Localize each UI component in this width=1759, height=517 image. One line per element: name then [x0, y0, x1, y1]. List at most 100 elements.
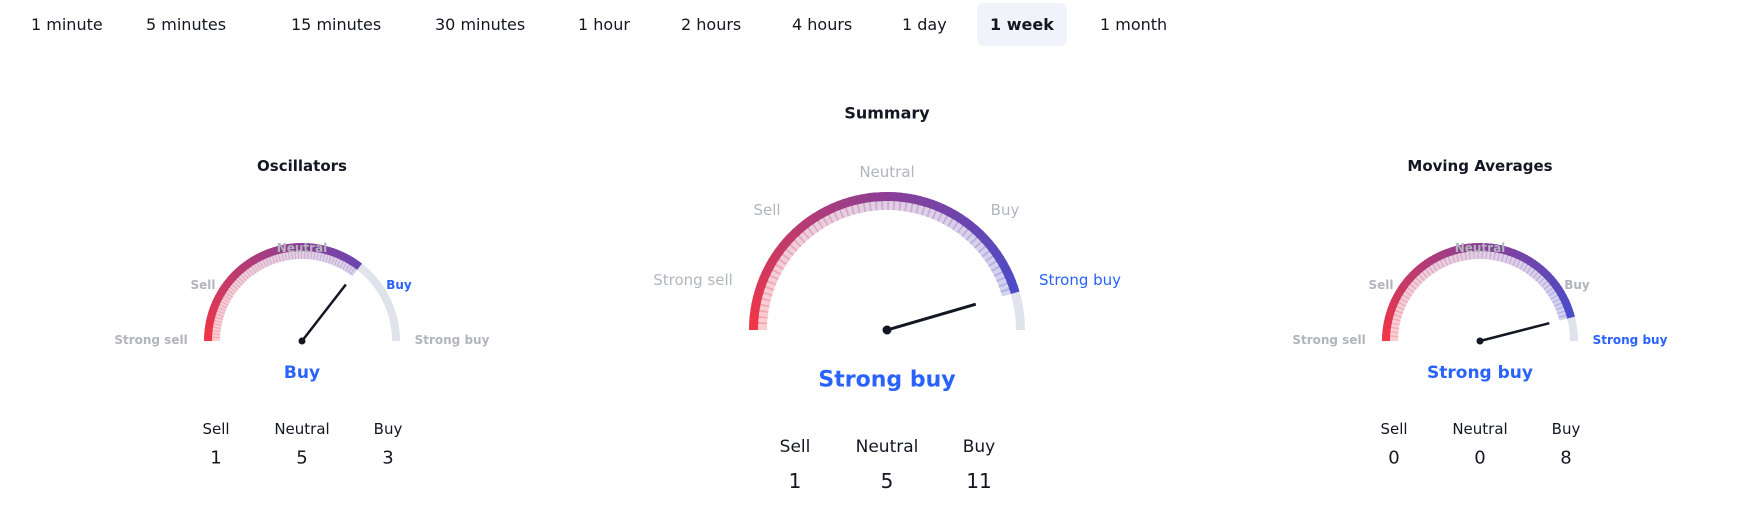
gauge-fill-segment: [1382, 325, 1392, 333]
count-label-buy: Buy: [373, 420, 403, 438]
gauge-inner-segment: [1407, 283, 1417, 293]
gauge-fill-segment: [774, 243, 787, 256]
gauge-inner-segment: [765, 280, 777, 291]
gauge-fill-segment: [1403, 275, 1414, 285]
gauge-title: Oscillators: [257, 157, 347, 175]
gauge-fill-segment: [340, 252, 348, 262]
scale-label-strong-buy: Strong buy: [1592, 333, 1668, 347]
gauge-fill-segment: [770, 248, 784, 261]
tab-1-hour[interactable]: 1 hour: [578, 15, 630, 34]
gauge-inner-segment: [1529, 269, 1539, 279]
gauge-fill-segment: [227, 273, 237, 283]
gauge-fill-segment: [209, 304, 219, 312]
tab-30-minutes[interactable]: 30 minutes: [435, 15, 526, 34]
gauge-result: Buy: [283, 363, 321, 383]
gauge-inner-segment: [817, 217, 829, 229]
gauge-inner-segment: [996, 276, 1008, 288]
gauge-inner-segment: [1512, 258, 1521, 268]
gauge-fill-segment: [787, 228, 800, 241]
gauge-fill-segment: [1387, 302, 1398, 312]
count-label-neutral: Neutral: [1452, 420, 1508, 438]
gauge-inner-segment: [1409, 280, 1420, 290]
gauge-fill-segment: [935, 201, 947, 214]
scale-label-buy: Buy: [386, 278, 412, 292]
gauge-inner-segment: [758, 309, 769, 319]
gauge-fill-segment: [801, 216, 814, 229]
tab-4-hours[interactable]: 4 hours: [792, 15, 853, 34]
gauge-fill-segment: [1557, 290, 1568, 300]
gauge-fill-segment: [962, 217, 975, 230]
gauge-inner-segment: [1504, 255, 1513, 265]
gauge-fill-segment: [1406, 271, 1417, 282]
gauge-fill-segment: [265, 248, 273, 258]
gauge-inner-segment: [952, 221, 964, 234]
gauge-inner-segment: [218, 304, 228, 312]
gauge-inner-segment: [1501, 254, 1509, 264]
gauge-inner-segment: [219, 301, 229, 309]
gauge-fill-segment: [1389, 298, 1399, 308]
gauge-fill-segment: [976, 230, 989, 243]
gauge-inner-segment: [271, 254, 279, 264]
gauge-inner-segment: [1402, 290, 1412, 300]
gauge-inner-segment: [1391, 318, 1401, 326]
gauge-inner-segment: [1432, 261, 1441, 272]
gauge-inner-segment: [965, 232, 978, 245]
tab-2-hours[interactable]: 2 hours: [681, 15, 742, 34]
count-value-sell: 1: [210, 447, 222, 469]
gauge-inner-segment: [349, 267, 358, 277]
tab-5-minutes[interactable]: 5 minutes: [146, 15, 227, 34]
gauge-result: Strong buy: [818, 367, 956, 393]
gauge-fill-segment: [940, 204, 953, 217]
gauge-fill-segment: [1530, 259, 1541, 270]
gauge-inner-segment: [1447, 255, 1456, 265]
gauge-fill-segment: [754, 282, 766, 294]
gauge-fill-segment: [812, 209, 825, 222]
gauge-inner-segment: [1443, 256, 1452, 266]
scale-label-buy: Buy: [1564, 278, 1590, 292]
count-value-sell: 0: [1388, 447, 1400, 469]
gauge-inner-segment: [1390, 322, 1400, 330]
gauge-fill-segment: [240, 261, 249, 271]
gauge-needle: [301, 283, 347, 342]
gauge-inner-segment: [231, 281, 241, 291]
gauge-inner-segment: [250, 264, 259, 274]
tab-1-day[interactable]: 1 day: [902, 15, 947, 34]
gauge-fill-segment: [966, 221, 980, 234]
gauge-fill-segment: [327, 247, 335, 257]
gauge-fill-segment: [1001, 267, 1014, 279]
gauge-fill-segment: [243, 259, 252, 269]
gauge-inner-segment: [1526, 266, 1536, 277]
gauge-fill-segment: [249, 255, 258, 266]
gauge-fill-segment: [854, 194, 865, 205]
count-label-sell: Sell: [202, 420, 230, 438]
gauge-fill-segment: [222, 279, 233, 288]
gauge-fill-segment: [218, 285, 229, 294]
gauge-inner-segment: [265, 257, 273, 267]
gauge-fill-segment: [354, 261, 363, 270]
gauge-fill-segment: [1383, 320, 1392, 329]
scale-label-strong-sell: Strong sell: [1292, 333, 1366, 347]
gauge-inner-segment: [839, 207, 850, 219]
gauge-fill-segment: [205, 321, 214, 328]
gauge-inner-segment: [920, 206, 932, 218]
gauge-fill-segment: [351, 259, 361, 269]
gauge-inner-segment: [775, 258, 788, 270]
gauge-inner-segment: [892, 201, 902, 211]
tab-1-month[interactable]: 1 month: [1100, 15, 1168, 34]
gauge-fill-segment: [818, 206, 830, 219]
tab-1-week[interactable]: 1 week: [977, 3, 1067, 46]
gauge-inner-segment: [1464, 251, 1471, 261]
count-value-buy: 11: [966, 469, 992, 493]
scale-label-neutral: Neutral: [859, 163, 915, 181]
gauge-inner-segment: [926, 208, 937, 220]
tab-15-minutes[interactable]: 15 minutes: [291, 15, 382, 34]
gauge-inner-segment: [931, 210, 943, 222]
gauge-fill-segment: [893, 192, 903, 202]
gauge-inner-segment: [278, 253, 285, 262]
scale-label-strong-sell: Strong sell: [114, 333, 188, 347]
gauge-fill-segment: [232, 268, 242, 278]
tab-1-minute[interactable]: 1 minute: [31, 15, 103, 34]
gauge-fill-segment: [848, 195, 859, 207]
gauge-inner-segment: [961, 228, 974, 241]
gauge-inner-segment: [222, 295, 232, 303]
